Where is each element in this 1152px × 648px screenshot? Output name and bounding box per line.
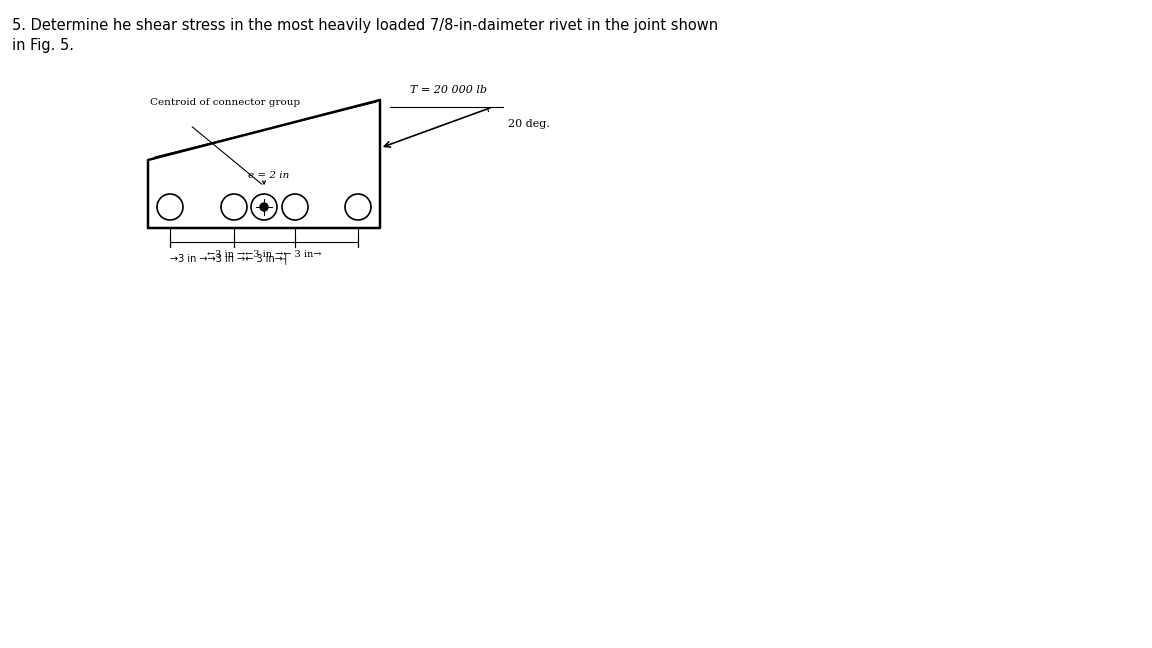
Text: →3 in →→3 in →← 3 in→┤: →3 in →→3 in →← 3 in→┤ (170, 252, 289, 264)
Text: T = 20 000 lb: T = 20 000 lb (410, 85, 487, 95)
Text: in Fig. 5.: in Fig. 5. (12, 38, 74, 53)
Text: Centroid of connector group: Centroid of connector group (150, 98, 301, 107)
Text: 5. Determine he shear stress in the most heavily loaded 7/8-in-daimeter rivet in: 5. Determine he shear stress in the most… (12, 18, 718, 33)
Text: e = 2 in: e = 2 in (248, 171, 289, 180)
Text: ←3 in →←3 in →← 3 in→: ←3 in →←3 in →← 3 in→ (207, 250, 321, 259)
Circle shape (260, 203, 268, 211)
Text: 20 deg.: 20 deg. (508, 119, 550, 129)
